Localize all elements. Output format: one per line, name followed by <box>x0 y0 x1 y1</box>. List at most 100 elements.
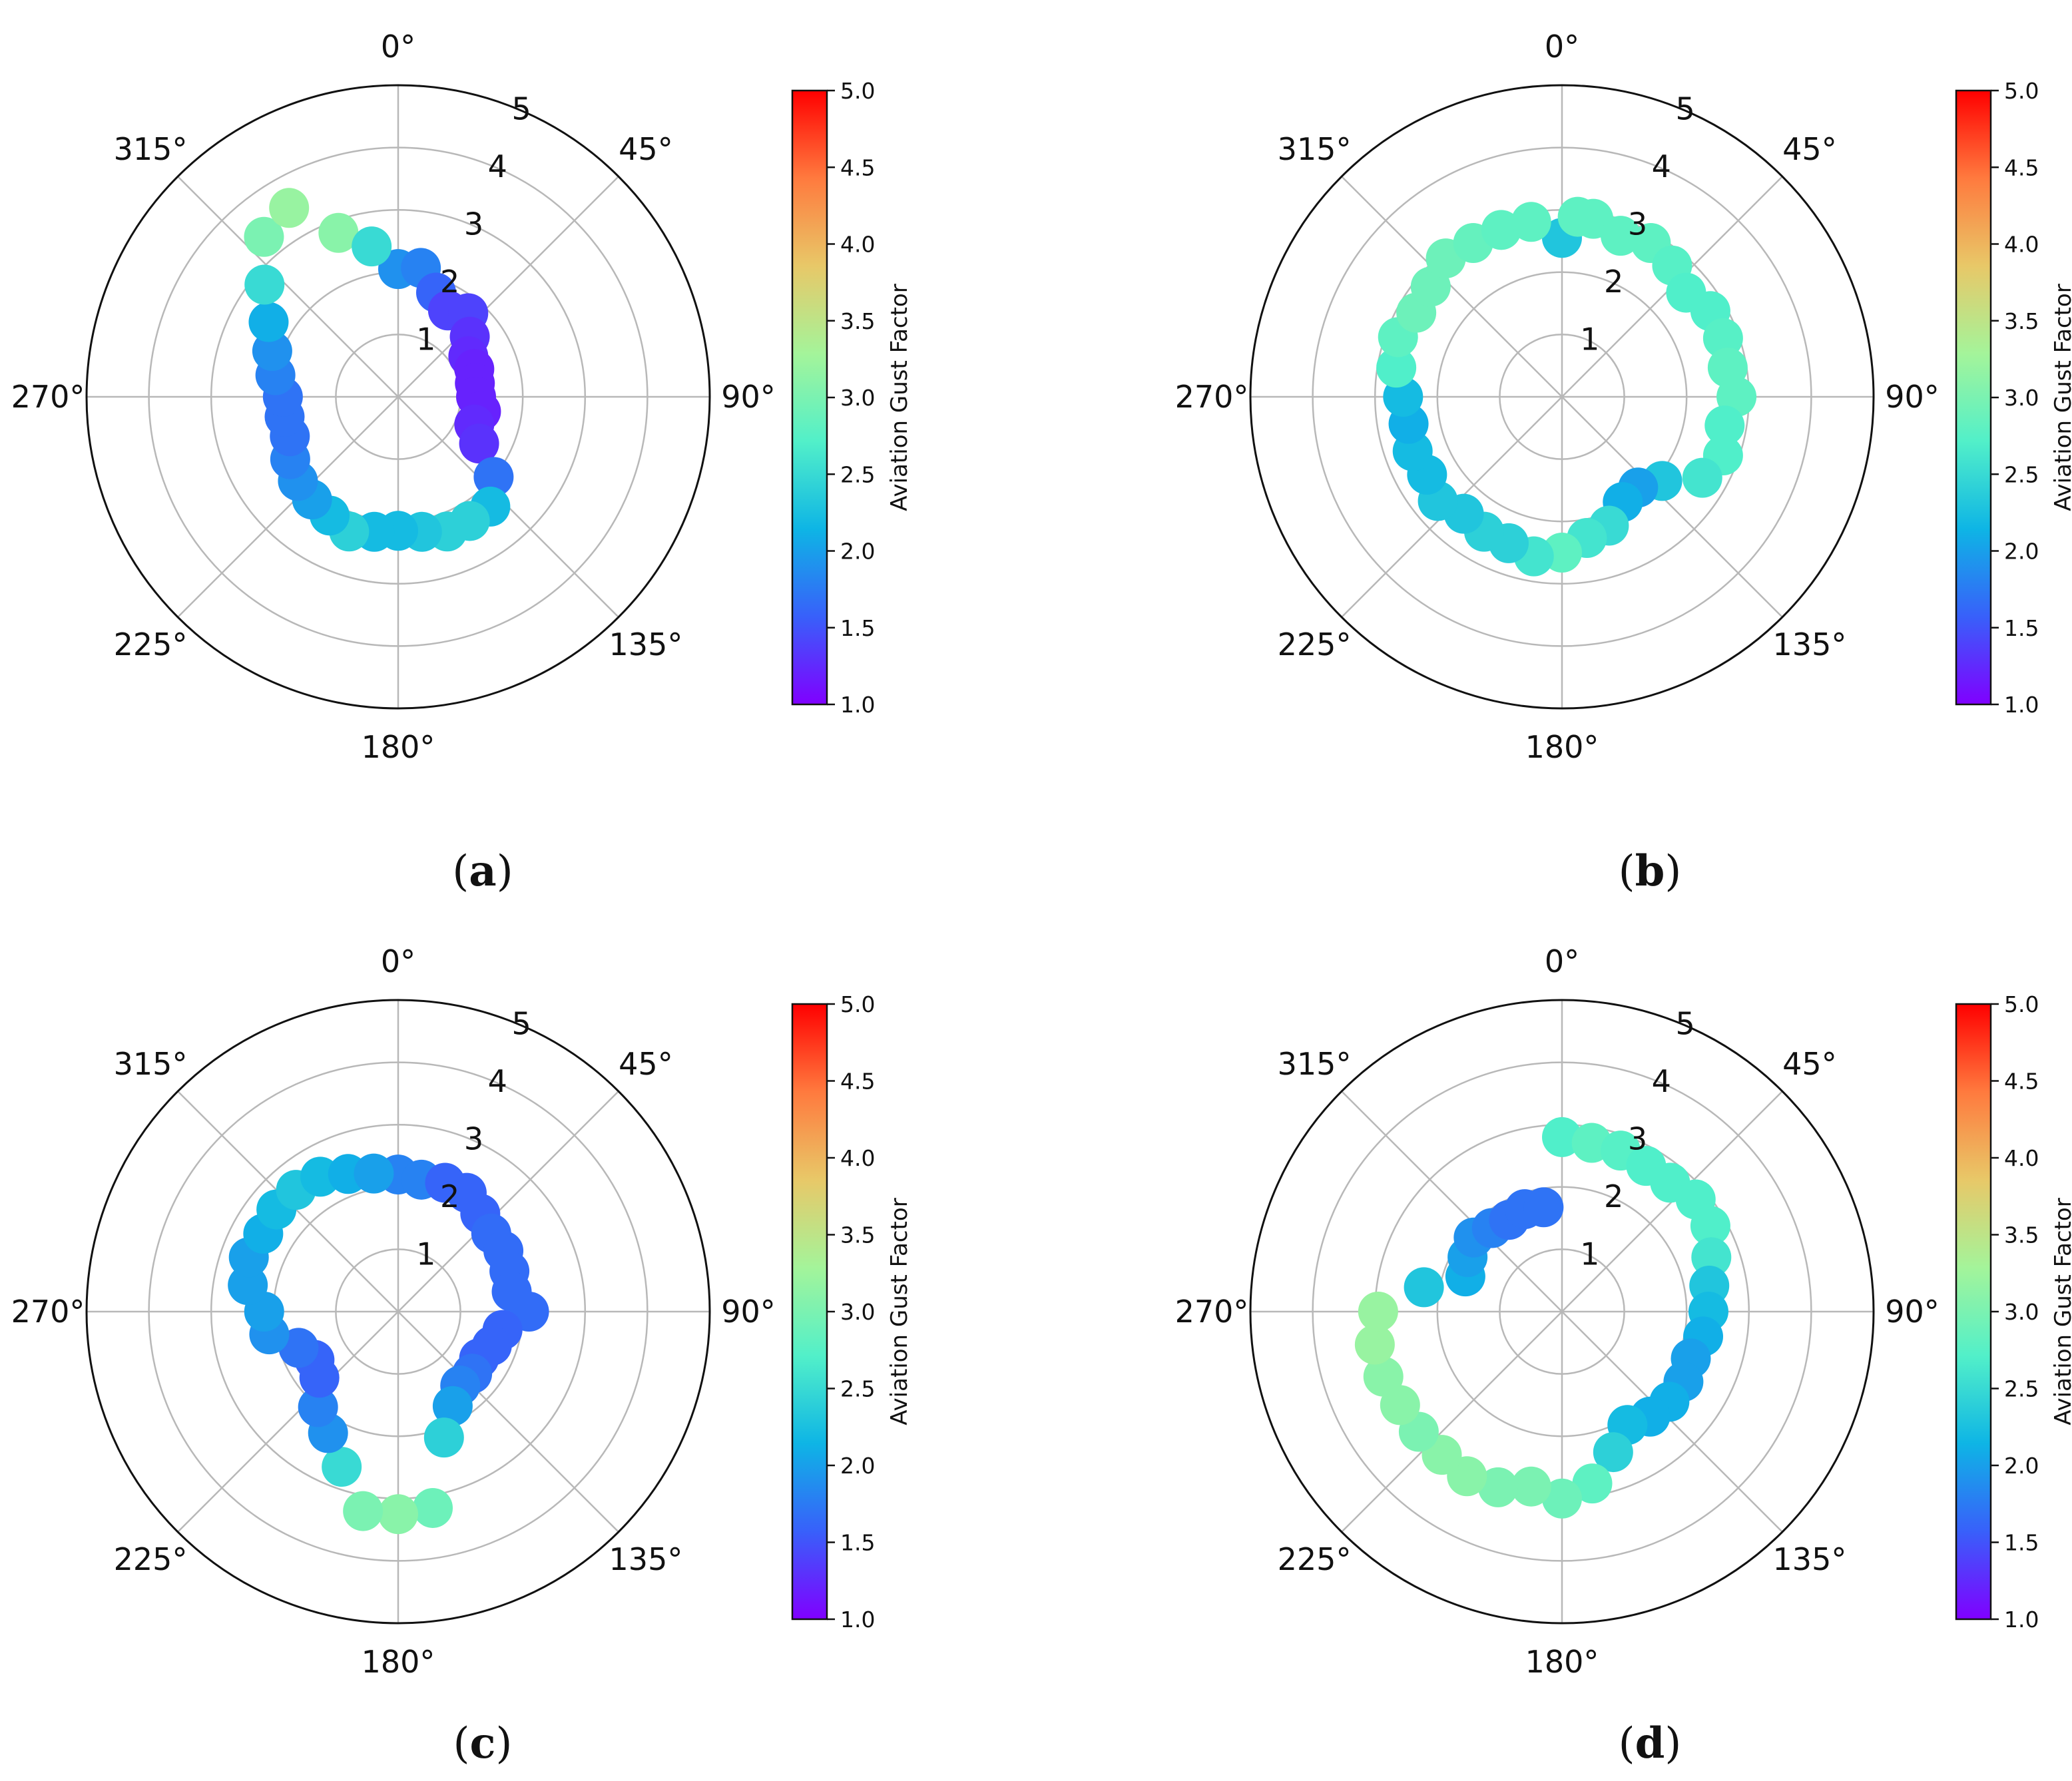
angle-tick-label: 180° <box>362 1644 435 1680</box>
angular-gridline <box>177 1311 399 1533</box>
colorbar-tick-label: 2.0 <box>840 539 875 565</box>
radial-tick-label: 5 <box>1675 91 1694 127</box>
data-point <box>1557 196 1598 237</box>
colorbar-gradient <box>791 1003 828 1621</box>
data-point <box>318 212 359 253</box>
data-point <box>1481 210 1521 250</box>
colorbar-tick-label: 5.0 <box>2004 991 2039 1017</box>
angular-gridline <box>1341 1311 1563 1533</box>
angle-tick-label: 0° <box>1545 29 1579 65</box>
colorbar-tick-label: 1.5 <box>840 615 875 641</box>
angle-tick-label: 270° <box>11 1294 85 1330</box>
angle-tick-label: 315° <box>114 131 188 167</box>
colorbar-tick-label: 5.0 <box>840 78 875 104</box>
colorbar-tick-label: 1.0 <box>840 692 875 718</box>
panel-caption: (c) <box>453 1718 513 1768</box>
colorbar-tick-label: 3.0 <box>2004 385 2039 411</box>
data-point <box>1354 1324 1395 1365</box>
radial-tick-label: 1 <box>1580 1236 1599 1272</box>
angular-gridline <box>177 396 399 618</box>
data-point <box>248 302 289 342</box>
colorbar-tick-label: 1.5 <box>2004 1530 2039 1556</box>
colorbar-label: Aviation Gust Factor <box>886 284 913 511</box>
colorbar-label: Aviation Gust Factor <box>886 1198 913 1425</box>
angle-tick-label: 90° <box>721 379 776 415</box>
data-point <box>322 1447 362 1487</box>
radial-tick-label: 4 <box>488 1063 507 1099</box>
angle-tick-label: 315° <box>1278 1046 1352 1082</box>
radial-tick-label: 5 <box>511 1006 531 1042</box>
panel-caption: (d) <box>1619 1718 1682 1768</box>
angle-tick-label: 45° <box>1782 1046 1837 1082</box>
colorbar-gradient <box>791 89 828 706</box>
colorbar: 1.0 1.5 2.0 2.5 3.0 3.5 4.0 4.5 5.0 Aviation Gust… <box>791 78 913 718</box>
data-point <box>1572 1463 1613 1504</box>
radial-tick-label: 5 <box>1675 1006 1694 1042</box>
angle-tick-label: 225° <box>1278 1541 1352 1577</box>
angle-tick-label: 0° <box>1545 943 1579 979</box>
angle-tick-label: 135° <box>609 627 683 662</box>
angle-tick-label: 45° <box>1782 131 1837 167</box>
data-point <box>413 1487 453 1528</box>
colorbar-tick-label: 5.0 <box>2004 78 2039 104</box>
angle-tick-label: 0° <box>381 29 415 65</box>
data-point <box>1477 1467 1518 1507</box>
data-point <box>1690 1206 1730 1246</box>
radial-tick-label: 1 <box>1580 322 1599 358</box>
radial-tick-label: 4 <box>1652 148 1671 184</box>
colorbar: 1.0 1.5 2.0 2.5 3.0 3.5 4.0 4.5 5.0 Aviation Gust… <box>1955 991 2072 1633</box>
radial-tick-label: 2 <box>1604 1178 1623 1214</box>
radial-tick-label: 2 <box>440 1178 459 1214</box>
colorbar-tick-label: 4.5 <box>2004 154 2039 180</box>
angle-tick-label: 135° <box>609 1541 683 1577</box>
data-point <box>1702 318 1743 358</box>
colorbar-tick-label: 4.5 <box>2004 1069 2039 1095</box>
radial-tick-label: 2 <box>1604 264 1623 300</box>
radial-tick-label: 1 <box>416 322 435 358</box>
polar-frame <box>1249 999 1875 1625</box>
colorbar-tick-label: 1.0 <box>840 1607 875 1633</box>
data-point <box>1682 457 1722 498</box>
data-point <box>1404 1267 1444 1308</box>
radial-tick-label: 4 <box>1652 1063 1671 1099</box>
angle-tick-label: 45° <box>619 1046 673 1082</box>
angular-gridline <box>1561 1311 1783 1533</box>
angle-tick-label: 315° <box>114 1046 188 1082</box>
angle-tick-label: 135° <box>1773 627 1847 662</box>
radial-tick-label: 3 <box>1628 1121 1647 1157</box>
angle-tick-label: 45° <box>619 131 673 167</box>
data-point <box>352 226 392 267</box>
data-point <box>432 1386 473 1426</box>
colorbar-tick-label: 4.5 <box>840 154 875 180</box>
angle-tick-label: 225° <box>1278 627 1352 662</box>
data-point <box>1601 216 1641 256</box>
angle-tick-label: 90° <box>1885 1294 1940 1330</box>
data-point <box>1363 1356 1404 1397</box>
data-point <box>1704 405 1745 446</box>
data-point <box>473 457 514 497</box>
colorbar-gradient <box>1955 1003 1992 1621</box>
colorbar-tick-label: 1.0 <box>2004 692 2039 718</box>
panel-caption: (b) <box>1619 846 1682 896</box>
polar-frame <box>85 999 711 1625</box>
radial-tick-label: 3 <box>464 206 483 242</box>
angle-tick-label: 180° <box>1525 729 1599 765</box>
colorbar-tick-label: 2.5 <box>840 461 875 487</box>
colorbar-label: Aviation Gust Factor <box>2050 1198 2072 1425</box>
angle-tick-label: 135° <box>1773 1541 1847 1577</box>
angle-tick-label: 180° <box>362 729 435 765</box>
radial-tick-label: 1 <box>416 1236 435 1272</box>
colorbar-tick-label: 5.0 <box>840 991 875 1017</box>
colorbar-tick-label: 4.0 <box>2004 1145 2039 1171</box>
colorbar-gradient <box>1955 89 1992 706</box>
angle-tick-label: 90° <box>1885 379 1940 415</box>
colorbar-tick-label: 3.5 <box>2004 308 2039 334</box>
angular-gridline <box>1341 176 1563 397</box>
data-point <box>354 1153 394 1194</box>
colorbar: 1.0 1.5 2.0 2.5 3.0 3.5 4.0 4.5 5.0 Aviation Gust… <box>791 991 913 1633</box>
colorbar-tick-label: 3.0 <box>840 385 875 411</box>
colorbar-tick-label: 2.5 <box>840 1376 875 1402</box>
